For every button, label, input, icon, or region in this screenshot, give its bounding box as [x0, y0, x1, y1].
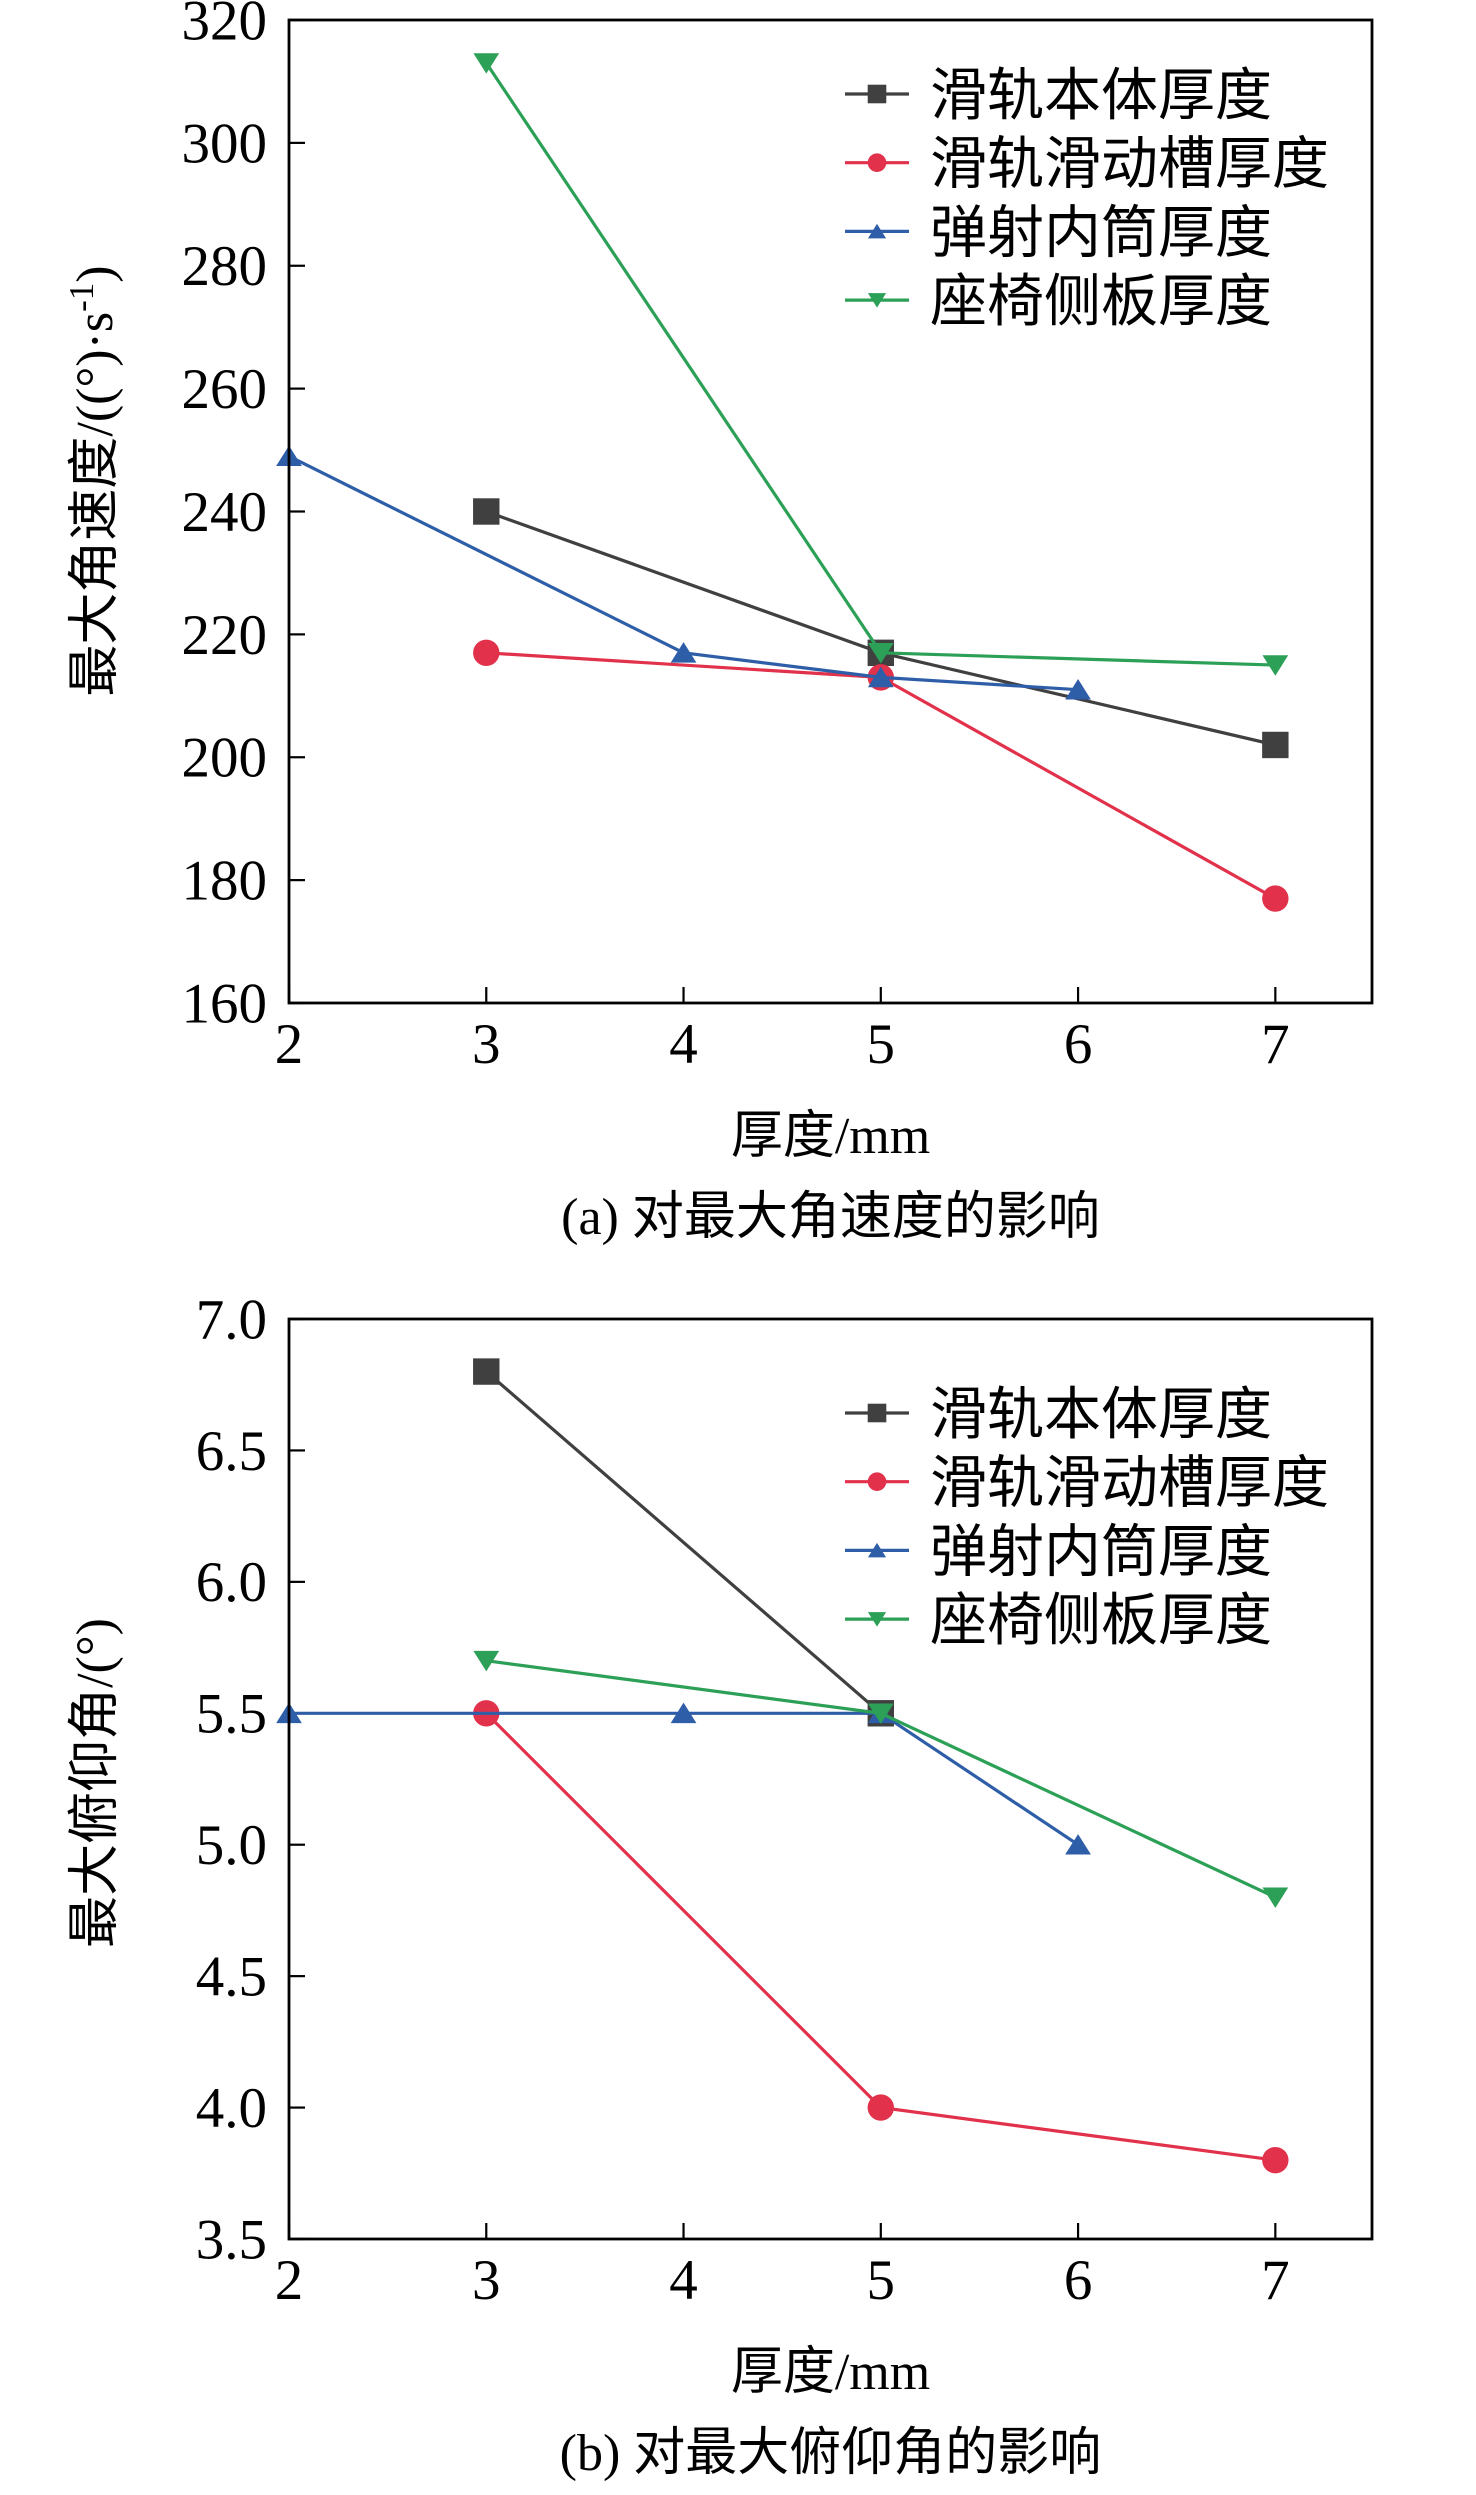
svg-text:300: 300 — [182, 112, 268, 175]
svg-text:200: 200 — [182, 727, 268, 790]
svg-text:5.0: 5.0 — [196, 1814, 267, 1877]
svg-text:6: 6 — [1064, 1013, 1093, 1076]
svg-text:最大角速度/((°)·s-1): 最大角速度/((°)·s-1) — [62, 265, 125, 696]
svg-text:(a) 对最大角速度的影响: (a) 对最大角速度的影响 — [561, 1189, 1100, 1246]
svg-text:7.0: 7.0 — [196, 1288, 267, 1351]
svg-text:滑轨本体厚度: 滑轨本体厚度 — [930, 65, 1272, 128]
svg-text:6.0: 6.0 — [196, 1551, 267, 1614]
svg-text:3: 3 — [472, 2249, 501, 2312]
svg-text:320: 320 — [182, 0, 268, 52]
svg-text:6.5: 6.5 — [196, 1420, 267, 1483]
svg-text:220: 220 — [182, 604, 268, 667]
svg-text:弹射内筒厚度: 弹射内筒厚度 — [930, 1521, 1272, 1584]
svg-text:厚度/mm: 厚度/mm — [731, 1108, 930, 1165]
svg-text:180: 180 — [182, 850, 268, 913]
svg-text:260: 260 — [182, 358, 268, 421]
svg-text:滑轨滑动槽厚度: 滑轨滑动槽厚度 — [930, 1452, 1329, 1515]
svg-text:厚度/mm: 厚度/mm — [731, 2344, 930, 2401]
svg-text:7: 7 — [1261, 2249, 1290, 2312]
svg-text:280: 280 — [182, 235, 268, 298]
svg-text:(b) 对最大俯仰角的影响: (b) 对最大俯仰角的影响 — [560, 2425, 1102, 2482]
svg-text:4.5: 4.5 — [196, 1946, 267, 2009]
svg-text:3.5: 3.5 — [196, 2208, 267, 2271]
svg-text:弹射内筒厚度: 弹射内筒厚度 — [930, 202, 1272, 265]
svg-text:5: 5 — [867, 2249, 896, 2312]
svg-text:2: 2 — [275, 2249, 304, 2312]
svg-text:座椅侧板厚度: 座椅侧板厚度 — [930, 271, 1272, 334]
svg-text:160: 160 — [182, 972, 268, 1035]
svg-text:3: 3 — [472, 1013, 501, 1076]
svg-text:6: 6 — [1064, 2249, 1093, 2312]
svg-text:240: 240 — [182, 481, 268, 544]
svg-text:座椅侧板厚度: 座椅侧板厚度 — [930, 1590, 1272, 1653]
svg-text:最大俯仰角/(°): 最大俯仰角/(°) — [67, 1618, 124, 1948]
svg-text:4: 4 — [669, 1013, 698, 1076]
svg-text:4: 4 — [669, 2249, 698, 2312]
svg-text:5: 5 — [867, 1013, 896, 1076]
svg-text:滑轨本体厚度: 滑轨本体厚度 — [930, 1384, 1272, 1447]
svg-text:4.0: 4.0 — [196, 2077, 267, 2140]
svg-text:2: 2 — [275, 1013, 304, 1076]
svg-text:5.5: 5.5 — [196, 1683, 267, 1746]
svg-text:7: 7 — [1261, 1013, 1290, 1076]
svg-text:滑轨滑动槽厚度: 滑轨滑动槽厚度 — [930, 133, 1329, 196]
